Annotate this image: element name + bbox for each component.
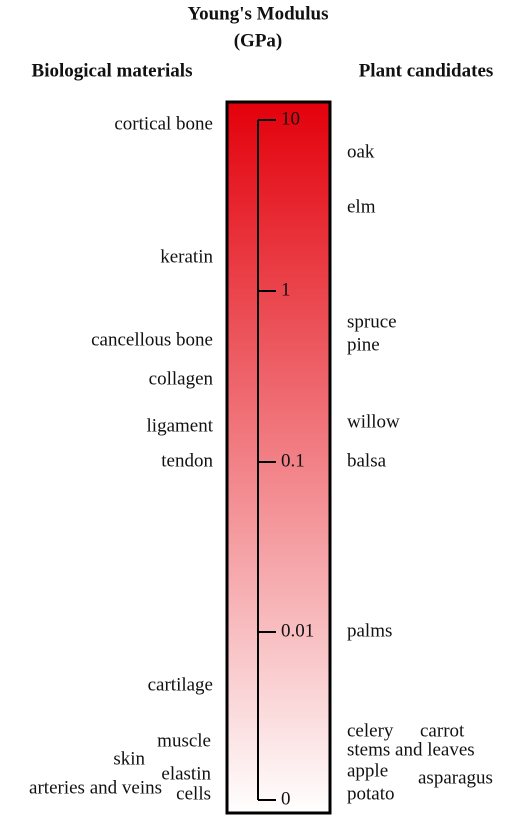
scale-tick-label: 10 <box>281 108 300 129</box>
biological-label: cortical bone <box>114 113 213 134</box>
biological-label: ligament <box>147 415 214 436</box>
plant-label: balsa <box>347 450 387 471</box>
biological-label: arteries and veins <box>29 777 162 798</box>
plant-label: willow <box>347 411 400 432</box>
plant-label: palms <box>347 620 392 641</box>
biological-label: keratin <box>160 246 213 267</box>
scale-tick-label: 0 <box>281 788 291 809</box>
plant-label: apple <box>347 760 388 781</box>
plant-label: asparagus <box>418 767 493 788</box>
right-header: Plant candidates <box>359 60 494 81</box>
biological-label: muscle <box>157 730 211 751</box>
plant-label: spruce <box>347 311 397 332</box>
biological-label: cancellous bone <box>91 329 213 350</box>
biological-label: elastin <box>161 763 211 784</box>
plant-label: carrot <box>420 720 465 741</box>
plant-label: oak <box>347 141 375 162</box>
biological-label: cartilage <box>148 674 213 695</box>
left-header: Biological materials <box>32 60 193 81</box>
scale-tick-label: 0.01 <box>281 620 314 641</box>
biological-label: cells <box>176 783 211 804</box>
plant-label: potato <box>347 783 395 804</box>
title: Young's Modulus <box>188 3 329 24</box>
plant-label: stems and leaves <box>347 739 475 760</box>
plant-label: pine <box>347 334 380 355</box>
plant-label: elm <box>347 196 376 217</box>
unit: (GPa) <box>234 30 283 51</box>
biological-label: collagen <box>149 368 214 389</box>
biological-label: tendon <box>161 450 213 471</box>
scale-tick-label: 1 <box>281 279 291 300</box>
plant-label: celery <box>347 720 394 741</box>
scale-tick-label: 0.1 <box>281 450 305 471</box>
biological-label: skin <box>113 748 145 769</box>
gradient-bar <box>225 100 332 815</box>
